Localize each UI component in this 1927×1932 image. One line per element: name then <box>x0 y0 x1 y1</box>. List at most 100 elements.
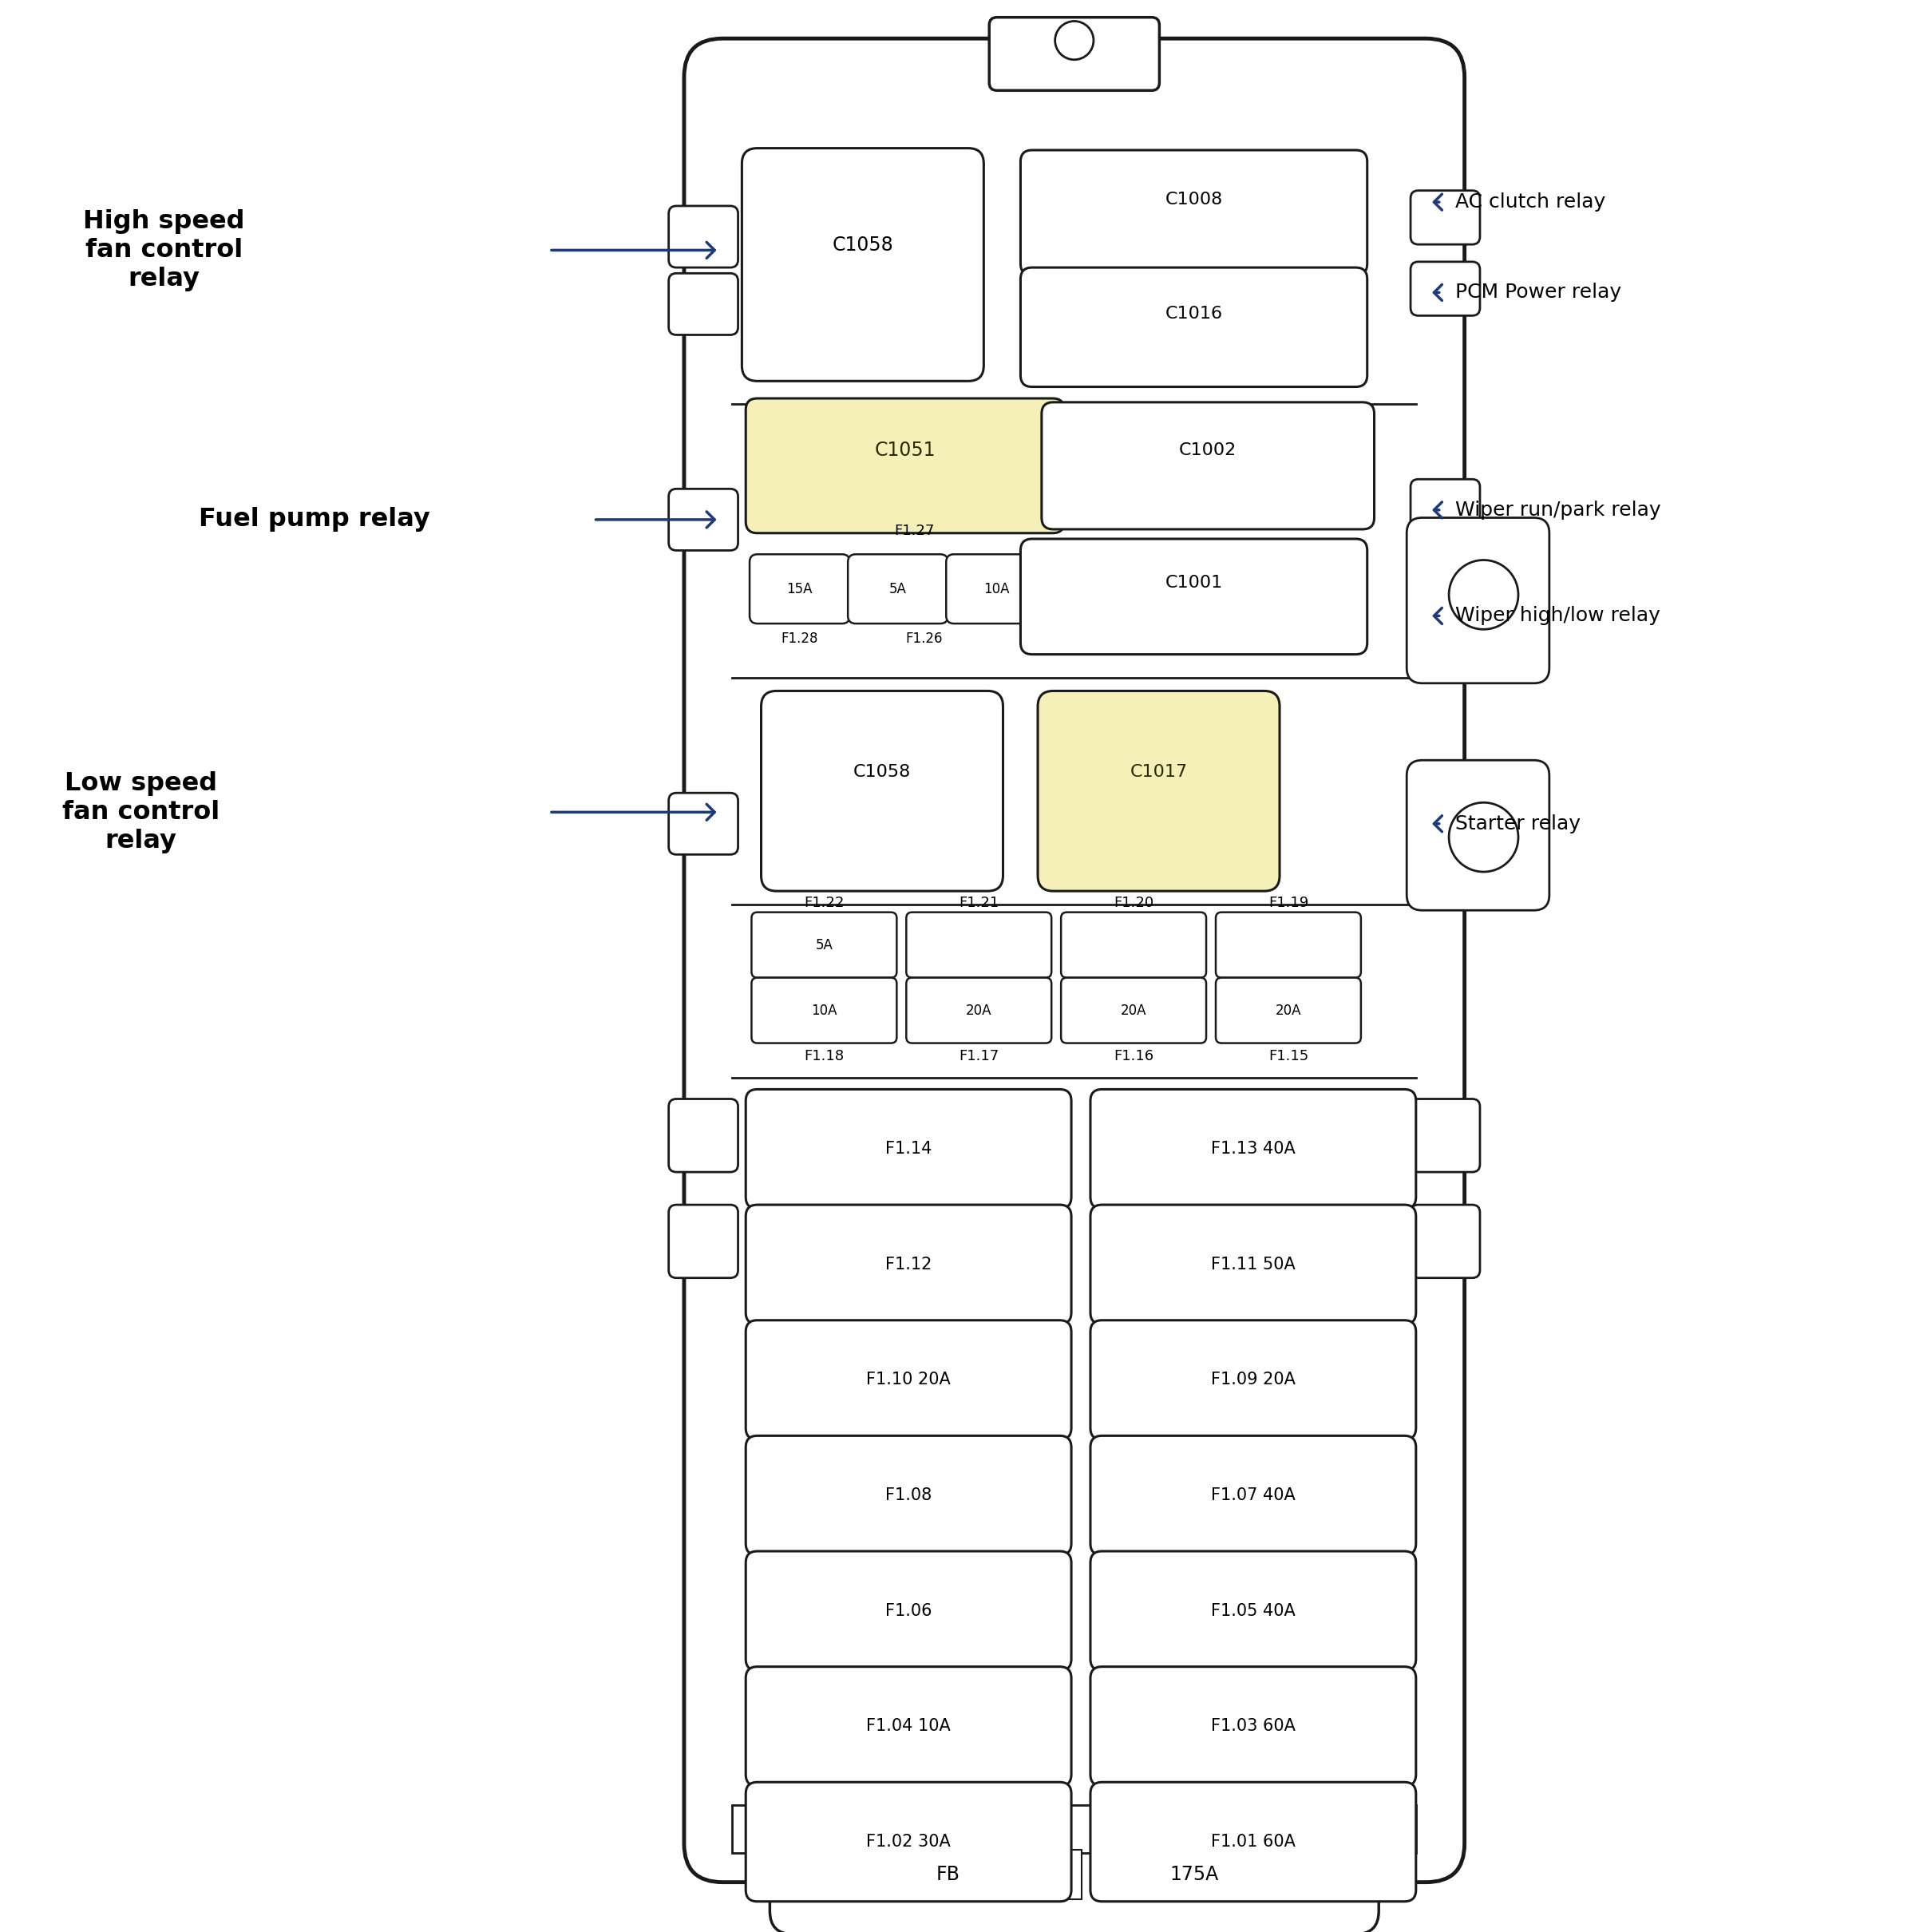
FancyBboxPatch shape <box>1216 978 1360 1043</box>
FancyBboxPatch shape <box>1091 1320 1416 1439</box>
FancyBboxPatch shape <box>848 554 948 624</box>
Text: F1.15: F1.15 <box>1268 1049 1308 1065</box>
Text: F1.05 40A: F1.05 40A <box>1210 1604 1295 1619</box>
FancyBboxPatch shape <box>946 554 1046 624</box>
FancyBboxPatch shape <box>906 912 1052 978</box>
FancyBboxPatch shape <box>1411 1099 1480 1173</box>
Circle shape <box>1449 560 1518 630</box>
Text: F1.20: F1.20 <box>1114 895 1154 910</box>
Bar <box>1064 1849 1081 1899</box>
Text: Wiper high/low relay: Wiper high/low relay <box>1455 607 1659 626</box>
FancyBboxPatch shape <box>1021 151 1366 274</box>
FancyBboxPatch shape <box>1043 402 1374 529</box>
Text: C1001: C1001 <box>1166 576 1224 591</box>
FancyBboxPatch shape <box>669 792 738 854</box>
FancyBboxPatch shape <box>1407 759 1549 910</box>
Text: FB: FB <box>937 1864 960 1884</box>
Text: Low speed
fan control
relay: Low speed fan control relay <box>62 771 220 854</box>
FancyBboxPatch shape <box>1411 1206 1480 1277</box>
FancyBboxPatch shape <box>669 1099 738 1173</box>
Text: 5A: 5A <box>888 582 908 597</box>
Text: C1058: C1058 <box>832 236 894 255</box>
FancyBboxPatch shape <box>1407 518 1549 684</box>
FancyBboxPatch shape <box>1021 267 1366 386</box>
FancyBboxPatch shape <box>1062 978 1206 1043</box>
FancyBboxPatch shape <box>989 17 1160 91</box>
FancyBboxPatch shape <box>746 1206 1071 1323</box>
FancyBboxPatch shape <box>1039 692 1280 891</box>
Text: F1.16: F1.16 <box>1114 1049 1154 1065</box>
FancyBboxPatch shape <box>906 978 1052 1043</box>
FancyBboxPatch shape <box>746 1090 1071 1209</box>
FancyBboxPatch shape <box>742 149 983 381</box>
Text: 5A: 5A <box>815 937 832 952</box>
Text: F1.27: F1.27 <box>894 524 935 539</box>
FancyBboxPatch shape <box>752 978 896 1043</box>
Text: F1.02 30A: F1.02 30A <box>867 1833 950 1849</box>
FancyBboxPatch shape <box>669 1206 738 1277</box>
FancyBboxPatch shape <box>769 1814 1380 1932</box>
Text: C1002: C1002 <box>1179 442 1237 458</box>
Text: F1.07 40A: F1.07 40A <box>1210 1488 1295 1503</box>
FancyBboxPatch shape <box>684 39 1465 1882</box>
Text: F1.21: F1.21 <box>960 895 998 910</box>
FancyBboxPatch shape <box>746 398 1064 533</box>
Text: PCM Power relay: PCM Power relay <box>1455 282 1621 301</box>
Text: F1.17: F1.17 <box>960 1049 998 1065</box>
Text: Fuel pump relay: Fuel pump relay <box>198 508 430 531</box>
FancyBboxPatch shape <box>750 554 850 624</box>
Text: F1.19: F1.19 <box>1268 895 1308 910</box>
Text: F1.28: F1.28 <box>780 632 819 645</box>
Text: C1008: C1008 <box>1166 191 1224 207</box>
FancyBboxPatch shape <box>1411 261 1480 315</box>
FancyBboxPatch shape <box>1091 1551 1416 1671</box>
FancyBboxPatch shape <box>1091 1667 1416 1785</box>
FancyBboxPatch shape <box>1411 191 1480 245</box>
FancyBboxPatch shape <box>746 1435 1071 1555</box>
FancyBboxPatch shape <box>1091 1090 1416 1209</box>
Text: F1.06: F1.06 <box>884 1604 933 1619</box>
Text: F1.04 10A: F1.04 10A <box>867 1718 950 1735</box>
Text: 175A: 175A <box>1170 1864 1218 1884</box>
Text: Wiper run/park relay: Wiper run/park relay <box>1455 500 1661 520</box>
FancyBboxPatch shape <box>669 207 738 267</box>
FancyBboxPatch shape <box>1091 1206 1416 1323</box>
Text: F1.08: F1.08 <box>884 1488 933 1503</box>
Text: 10A: 10A <box>983 582 1010 597</box>
Text: F1.09 20A: F1.09 20A <box>1210 1372 1295 1387</box>
FancyBboxPatch shape <box>1091 1435 1416 1555</box>
Text: F1.22: F1.22 <box>804 895 844 910</box>
FancyBboxPatch shape <box>746 1667 1071 1785</box>
Text: F1.03 60A: F1.03 60A <box>1210 1718 1295 1735</box>
Text: F1.13 40A: F1.13 40A <box>1210 1142 1295 1157</box>
Text: C1017: C1017 <box>1129 763 1187 781</box>
Text: C1058: C1058 <box>854 763 911 781</box>
FancyBboxPatch shape <box>1216 912 1360 978</box>
FancyBboxPatch shape <box>1411 479 1480 533</box>
Text: F1.12: F1.12 <box>884 1256 933 1273</box>
Text: High speed
fan control
relay: High speed fan control relay <box>83 209 245 292</box>
FancyBboxPatch shape <box>669 489 738 551</box>
Text: C1016: C1016 <box>1166 305 1222 323</box>
FancyBboxPatch shape <box>1062 912 1206 978</box>
FancyBboxPatch shape <box>1091 1781 1416 1901</box>
Text: F1.11 50A: F1.11 50A <box>1210 1256 1295 1273</box>
Text: C1051: C1051 <box>875 440 935 460</box>
Text: AC clutch relay: AC clutch relay <box>1455 193 1605 213</box>
FancyBboxPatch shape <box>746 1781 1071 1901</box>
Text: 10A: 10A <box>811 1003 836 1018</box>
FancyBboxPatch shape <box>669 272 738 334</box>
Text: 20A: 20A <box>1122 1003 1147 1018</box>
FancyBboxPatch shape <box>1021 539 1366 655</box>
Bar <box>732 1804 1416 1853</box>
FancyBboxPatch shape <box>752 912 896 978</box>
Text: 15A: 15A <box>786 582 813 597</box>
Text: F1.14: F1.14 <box>884 1142 933 1157</box>
FancyBboxPatch shape <box>746 1551 1071 1671</box>
FancyBboxPatch shape <box>746 1320 1071 1439</box>
Circle shape <box>1449 802 1518 871</box>
Text: 20A: 20A <box>1276 1003 1301 1018</box>
Text: Starter relay: Starter relay <box>1455 813 1580 833</box>
Text: F1.26: F1.26 <box>906 632 942 645</box>
Text: F1.01 60A: F1.01 60A <box>1210 1833 1295 1849</box>
